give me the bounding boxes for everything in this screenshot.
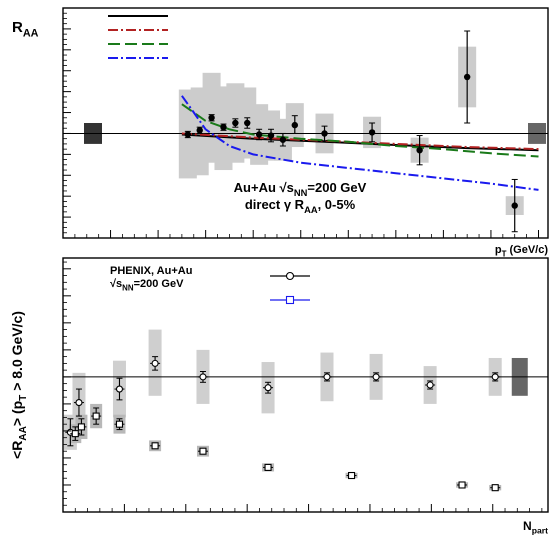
data-point-a bbox=[463, 73, 471, 81]
data-point-a bbox=[244, 119, 251, 127]
data-point-a bbox=[321, 130, 328, 137]
x-axis-label-a: pT (GeV/c) bbox=[495, 244, 548, 258]
data-point-a bbox=[255, 131, 263, 138]
plot-frame-b bbox=[62, 257, 549, 513]
data-point-a bbox=[291, 121, 299, 129]
data-point-pi0 bbox=[151, 442, 159, 450]
data-point-direct-gamma bbox=[491, 373, 499, 381]
data-point-direct-gamma bbox=[75, 399, 83, 407]
data-point-a bbox=[511, 202, 518, 209]
data-point-direct-gamma bbox=[426, 381, 434, 389]
data-point-pi0 bbox=[71, 430, 79, 438]
data-point-a bbox=[196, 127, 203, 134]
data-point-pi0 bbox=[458, 481, 466, 489]
data-point-direct-gamma bbox=[115, 385, 124, 393]
data-point-a bbox=[368, 129, 376, 136]
theory-curve bbox=[181, 132, 539, 151]
data-point-direct-gamma bbox=[199, 373, 207, 381]
legend-marker-circle bbox=[285, 271, 295, 281]
data-point-pi0 bbox=[491, 484, 499, 492]
data-point-a bbox=[220, 123, 227, 131]
data-point-a bbox=[232, 119, 239, 127]
legend-marker-square bbox=[285, 295, 295, 305]
theory-curve bbox=[181, 133, 539, 152]
theory-curve bbox=[181, 103, 539, 158]
y-axis-label-a: RAA bbox=[12, 19, 39, 40]
data-point-pi0 bbox=[77, 423, 85, 431]
data-point-pi0 bbox=[115, 420, 124, 428]
data-point-a bbox=[208, 114, 215, 121]
data-point-direct-gamma bbox=[151, 359, 159, 367]
annotation-a-line2: direct γ RAA, 0-5% bbox=[245, 197, 356, 215]
data-point-direct-gamma bbox=[372, 373, 380, 381]
data-point-direct-gamma bbox=[264, 384, 272, 392]
x-axis-label-b: Npart bbox=[523, 519, 548, 536]
data-point-pi0 bbox=[264, 463, 272, 471]
data-point-a bbox=[416, 146, 423, 154]
data-point-a bbox=[184, 131, 192, 138]
data-point-pi0 bbox=[199, 447, 207, 455]
y-axis-label-b: <RAA> (pT > 8.0 GeV/c) bbox=[9, 311, 29, 459]
data-point-a bbox=[279, 136, 287, 143]
annotation-b-line1: PHENIX, Au+Au bbox=[110, 265, 192, 277]
data-point-a bbox=[267, 132, 275, 139]
annotation-b-line2: √sNN=200 GeV bbox=[110, 278, 184, 292]
plot-frame-a bbox=[62, 7, 549, 239]
annotation-a-line1: Au+Au √sNN=200 GeV bbox=[234, 180, 367, 198]
data-point-direct-gamma bbox=[323, 373, 331, 381]
data-point-pi0 bbox=[347, 471, 356, 480]
data-point-pi0 bbox=[92, 412, 100, 420]
